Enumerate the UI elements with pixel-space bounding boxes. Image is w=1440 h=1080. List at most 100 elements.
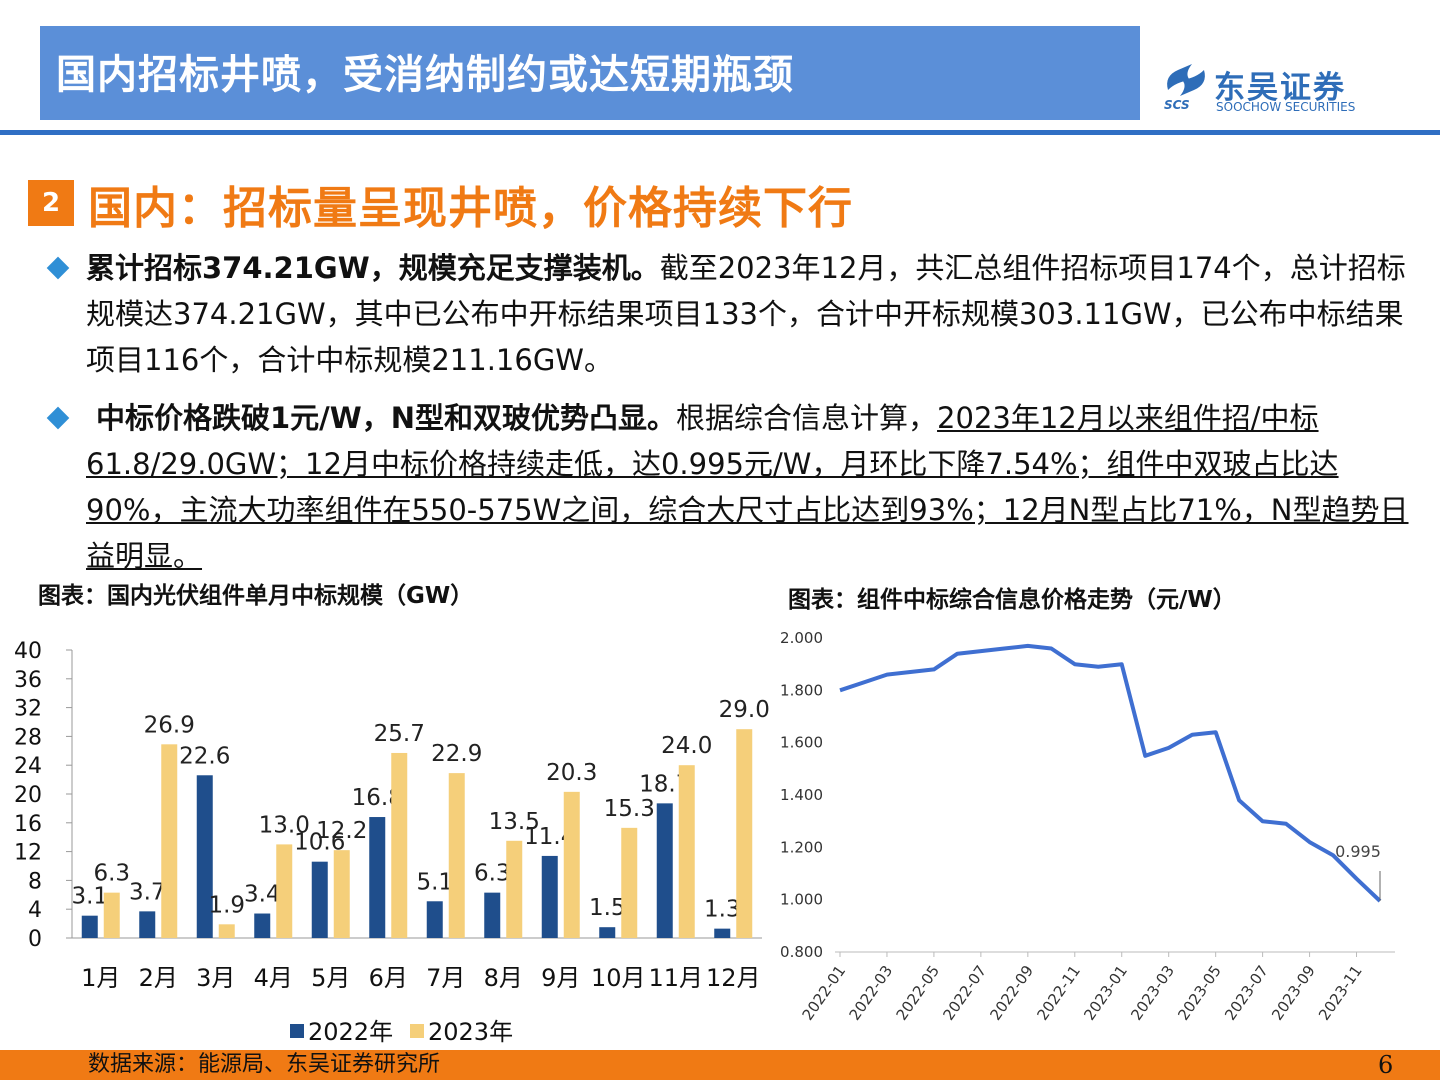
bar-2022年 (139, 911, 156, 938)
bar-value-label: 26.9 (144, 712, 195, 738)
bar-2023年 (218, 924, 235, 938)
page-number: 6 (1378, 1051, 1394, 1079)
monthly-bid-bar-chart: 04812162024283236401月3.16.32月3.726.93月22… (14, 639, 770, 1046)
x-tick-label: 8月 (484, 964, 523, 992)
bar-2022年 (599, 927, 616, 938)
logo-mark-icon (1167, 64, 1205, 96)
bar-value-label: 3.4 (244, 882, 281, 908)
right-chart-caption: 图表：组件中标综合信息价格走势（元/W） (788, 587, 1236, 613)
x-tick-label: 2022-05 (892, 962, 943, 1024)
bar-2023年 (333, 850, 350, 938)
x-tick-label: 4月 (254, 964, 293, 992)
header-rule (0, 130, 1440, 135)
y-tick-label: 20 (14, 783, 42, 808)
bar-2022年 (369, 817, 386, 938)
x-tick-label: 2023-07 (1221, 962, 1272, 1024)
bar-2022年 (656, 803, 673, 938)
x-tick-label: 3月 (196, 964, 235, 992)
x-tick-label: 2月 (139, 964, 178, 992)
bar-value-label: 20.3 (546, 760, 597, 786)
y-tick-label: 1.800 (780, 681, 823, 699)
x-tick-label: 5月 (311, 964, 350, 992)
bar-2022年 (81, 915, 98, 938)
bar-value-label: 13.5 (489, 809, 540, 835)
legend-swatch (290, 1024, 304, 1038)
x-tick-label: 2022-09 (986, 962, 1037, 1024)
x-tick-label: 6月 (369, 964, 408, 992)
bar-value-label: 5.1 (416, 869, 453, 895)
bullet-paragraph-2: 中标价格跌破1元/W，N型和双玻优势凸显。根据综合信息计算，2023年12月以来… (86, 395, 1426, 579)
bar-value-label: 6.3 (93, 861, 130, 887)
bar-2022年 (426, 901, 443, 938)
x-tick-label: 2022-11 (1033, 962, 1084, 1024)
bar-value-label: 3.7 (129, 879, 166, 905)
annotation-label: 0.995 (1335, 842, 1381, 861)
y-tick-label: 32 (14, 697, 42, 722)
y-tick-label: 40 (14, 639, 42, 664)
y-tick-label: 4 (28, 898, 42, 923)
y-tick-label: 28 (14, 725, 42, 750)
bar-2023年 (276, 844, 293, 938)
logo-name-en: SOOCHOW SECURITIES (1216, 100, 1356, 114)
bullet-diamond-icon (46, 406, 70, 430)
left-chart-caption: 图表：国内光伏组件单月中标规模（GW） (38, 583, 474, 609)
header-bar (40, 26, 1140, 120)
bar-2023年 (563, 791, 580, 938)
legend-label: 2023年 (428, 1018, 513, 1046)
page-title: 国内招标井喷，受消纳制约或达短期瓶颈 (56, 52, 794, 98)
bar-value-label: 6.3 (474, 861, 511, 887)
bar-2022年 (311, 861, 328, 938)
y-tick-label: 1.200 (780, 838, 823, 856)
bullet-paragraph-1: 累计招标374.21GW，规模充足支撑装机。截至2023年12月，共汇总组件招标… (86, 245, 1426, 383)
bar-2023年 (161, 744, 178, 938)
bullet-2-lead: 中标价格跌破1元/W，N型和双玻优势凸显。 (96, 401, 677, 435)
y-tick-label: 8 (28, 869, 42, 894)
bar-value-label: 1.9 (208, 892, 245, 918)
bar-2023年 (736, 729, 753, 938)
bar-2023年 (103, 892, 120, 938)
bar-value-label: 15.3 (604, 796, 655, 822)
bullet-1-text: 截至2023年12月，共汇总组件招标项目174个，总计招标规模达374.21GW… (86, 251, 1406, 377)
x-tick-label: 11月 (648, 964, 703, 992)
y-tick-label: 2.000 (780, 629, 823, 647)
x-tick-label: 2023-05 (1174, 962, 1225, 1024)
bar-value-label: 22.9 (431, 741, 482, 767)
x-tick-label: 1月 (81, 964, 120, 992)
x-tick-label: 2023-01 (1080, 962, 1131, 1024)
bar-value-label: 3.1 (71, 884, 108, 910)
bar-2022年 (484, 892, 501, 938)
bar-2022年 (196, 775, 213, 938)
y-tick-label: 12 (14, 841, 42, 866)
x-tick-label: 2022-01 (799, 962, 850, 1024)
y-tick-label: 0.800 (780, 943, 823, 961)
bar-value-label: 22.6 (179, 743, 230, 769)
footer-bar (0, 1050, 1440, 1080)
y-tick-label: 16 (14, 812, 42, 837)
bar-value-label: 12.2 (316, 818, 367, 844)
bar-2023年 (448, 773, 465, 938)
x-tick-label: 10月 (591, 964, 646, 992)
bullet-diamond-icon (46, 256, 70, 280)
x-tick-label: 2023-11 (1315, 962, 1366, 1024)
legend-label: 2022年 (308, 1018, 393, 1046)
y-tick-label: 1.400 (780, 786, 823, 804)
legend-swatch (410, 1024, 424, 1038)
x-tick-label: 7月 (426, 964, 465, 992)
bar-value-label: 1.5 (589, 895, 626, 921)
x-tick-label: 2022-07 (939, 962, 990, 1024)
bar-2023年 (391, 752, 408, 938)
bar-value-label: 13.0 (259, 812, 310, 838)
x-tick-label: 9月 (541, 964, 580, 992)
bar-2023年 (621, 827, 638, 938)
company-logo: SCS 东吴证券 SOOCHOW SECURITIES (1162, 60, 1372, 116)
bar-2023年 (678, 765, 695, 938)
y-tick-label: 36 (14, 668, 42, 693)
y-tick-label: 1.000 (780, 891, 823, 909)
footer-source: 数据来源：能源局、东吴证券研究所 (88, 1052, 441, 1077)
x-tick-label: 12月 (706, 964, 761, 992)
logo-name-cn: 东吴证券 (1214, 70, 1346, 106)
x-tick-label: 2023-03 (1127, 962, 1178, 1024)
section-number-badge: 2 (28, 180, 74, 226)
bar-2022年 (254, 913, 271, 938)
x-tick-label: 2023-09 (1268, 962, 1319, 1024)
